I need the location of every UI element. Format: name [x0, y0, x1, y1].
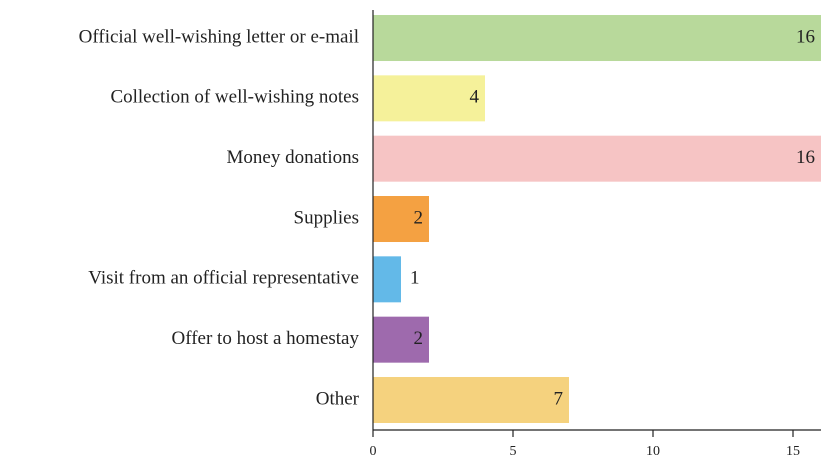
value-label: 4: [470, 87, 480, 108]
category-label: Supplies: [294, 207, 359, 228]
value-label: 2: [414, 207, 424, 228]
category-label: Offer to host a homestay: [172, 328, 360, 349]
category-label: Other: [316, 388, 360, 409]
bar: [373, 135, 821, 182]
category-label: Visit from an official representative: [88, 268, 359, 289]
bar: [373, 75, 485, 122]
value-label: 16: [796, 26, 815, 47]
value-label: 2: [414, 328, 424, 349]
category-label: Official well-wishing letter or e-mail: [79, 26, 359, 47]
value-label: 7: [554, 388, 564, 409]
value-label: 16: [796, 147, 815, 168]
bar: [373, 196, 429, 243]
bar: [373, 376, 569, 423]
category-label: Collection of well-wishing notes: [110, 87, 359, 108]
x-tick-label: 10: [646, 444, 660, 459]
x-tick-label: 0: [370, 444, 377, 459]
category-label: Money donations: [227, 147, 359, 168]
value-label: 1: [410, 268, 420, 289]
bar: [373, 256, 401, 303]
x-tick-label: 5: [510, 444, 517, 459]
bar: [373, 316, 429, 363]
bar: [373, 15, 821, 62]
x-tick-label: 15: [786, 444, 800, 459]
